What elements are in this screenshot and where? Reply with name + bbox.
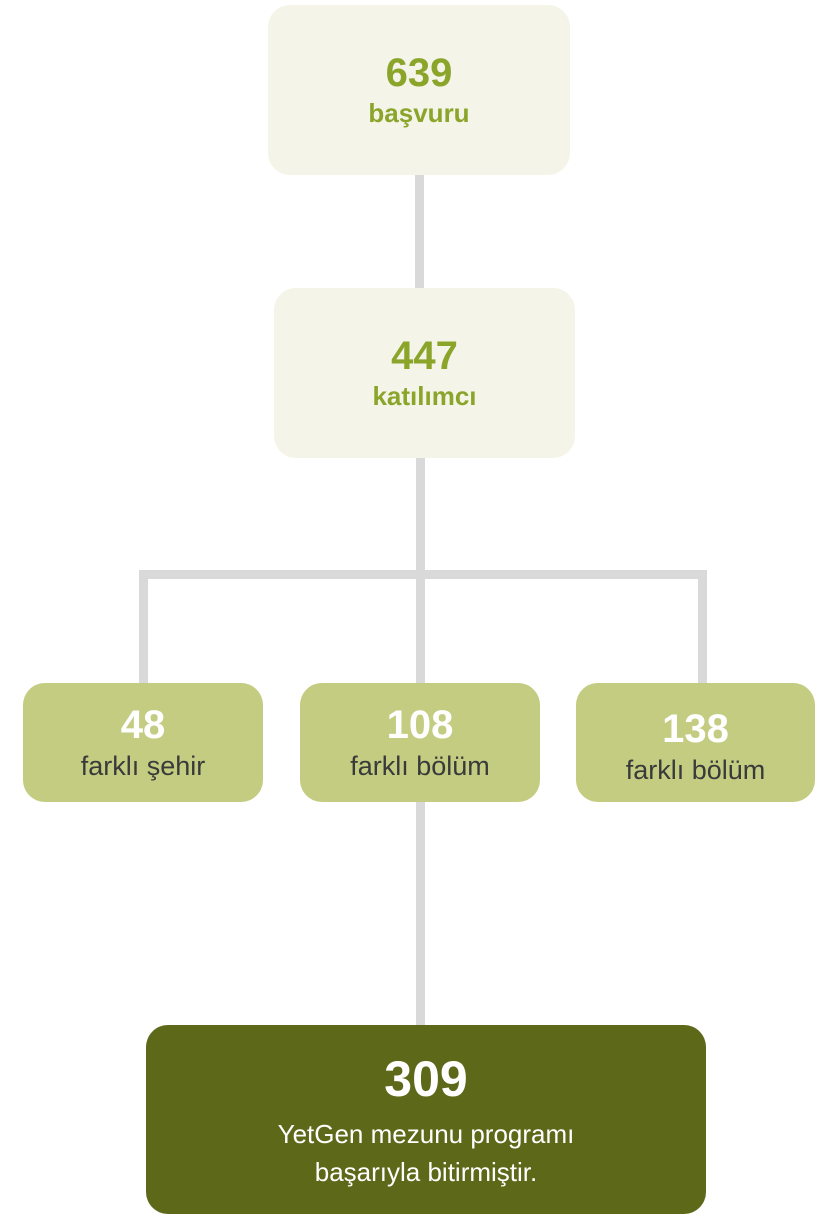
node-label: katılımcı <box>372 381 477 411</box>
node-label: farklı bölüm <box>350 750 490 781</box>
node-label: başvuru <box>368 98 470 128</box>
node: 447 katılımcı <box>274 288 575 458</box>
connector <box>139 570 707 579</box>
node: 108 farklı bölüm <box>300 683 540 802</box>
node-label: başarıyla bitirmiştir. <box>314 1156 538 1187</box>
connector <box>698 570 707 690</box>
node-label: farklı şehir <box>80 750 206 781</box>
node-number: 309 <box>384 1050 468 1107</box>
connector <box>415 170 424 295</box>
connector <box>416 795 425 1035</box>
node-label: YetGen mezunu programı <box>277 1118 575 1149</box>
node-label: farklı bölüm <box>625 754 766 785</box>
node: 309 YetGen mezunu programı başarıyla bit… <box>146 1025 706 1214</box>
node-number: 639 <box>385 51 453 95</box>
node-number: 48 <box>120 702 166 747</box>
node: 138 farklı bölüm <box>576 683 815 802</box>
node-number: 447 <box>391 334 458 378</box>
node-number: 138 <box>662 706 729 751</box>
node: 48 farklı şehir <box>23 683 263 802</box>
node-number: 108 <box>386 702 454 747</box>
connector <box>139 570 148 690</box>
node: 639 başvuru <box>268 5 570 175</box>
